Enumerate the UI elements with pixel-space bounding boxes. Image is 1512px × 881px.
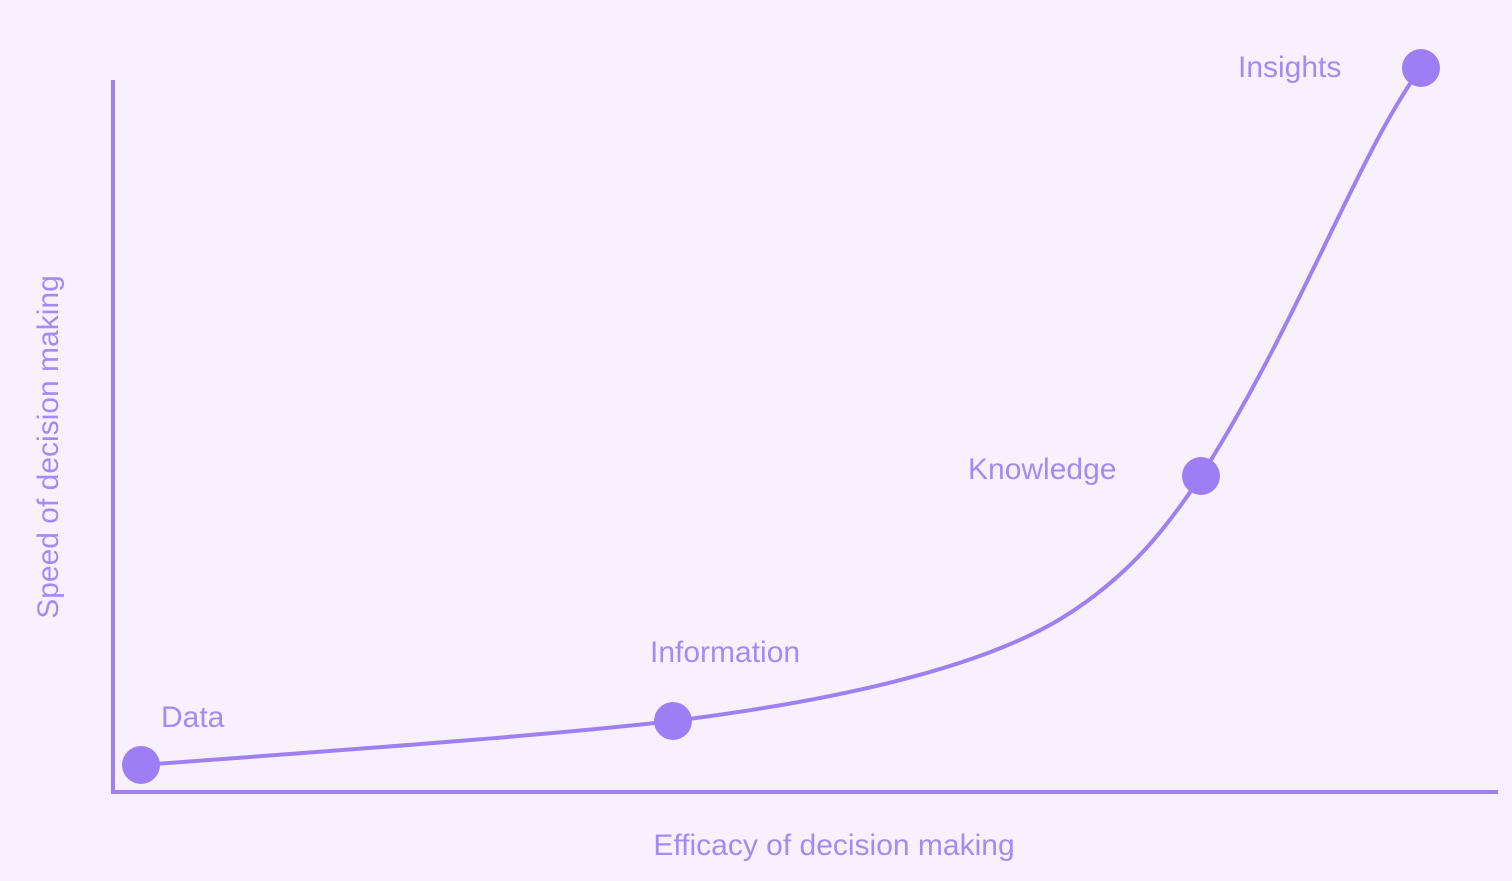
node-dot	[1402, 49, 1440, 87]
node-dot	[654, 702, 692, 740]
x-axis-label: Efficacy of decision making	[653, 829, 1014, 862]
growth-curve	[140, 66, 1423, 767]
node-label: Data	[161, 701, 225, 734]
y-axis-label: Speed of decision making	[32, 275, 65, 619]
node-label: Information	[650, 636, 800, 669]
node-dot	[1182, 457, 1220, 495]
node-label: Insights	[1238, 51, 1341, 84]
node-label: Knowledge	[968, 453, 1116, 486]
node-dot	[122, 746, 160, 784]
